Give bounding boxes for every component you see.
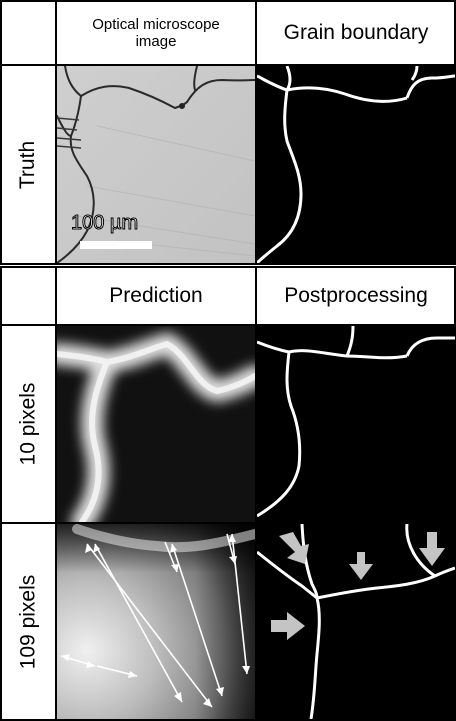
header-optical-image: Optical microscope image — [92, 15, 220, 50]
row-label-109-pixels: 109 pixels — [16, 574, 40, 669]
row-label-10-pixels: 10 pixels — [16, 382, 40, 466]
optical-microscope-panel: 100 µm — [57, 66, 255, 263]
header-prediction: Prediction — [109, 283, 203, 307]
header-postprocessing: Postprocessing — [284, 283, 428, 307]
postprocessing-109-pixels-panel — [257, 524, 455, 719]
grain-boundary-truth-panel — [257, 66, 455, 263]
scale-bar-label: 100 µm — [70, 212, 139, 235]
prediction-109-pixels-panel — [57, 524, 255, 719]
scale-bar — [80, 241, 152, 249]
header-grain-boundary: Grain boundary — [283, 20, 429, 44]
row-label-truth: Truth — [16, 140, 40, 189]
highlight-arrow-icons — [271, 532, 445, 640]
prediction-10-pixels-panel — [57, 326, 255, 522]
postprocessing-10-pixels-panel — [257, 326, 455, 522]
